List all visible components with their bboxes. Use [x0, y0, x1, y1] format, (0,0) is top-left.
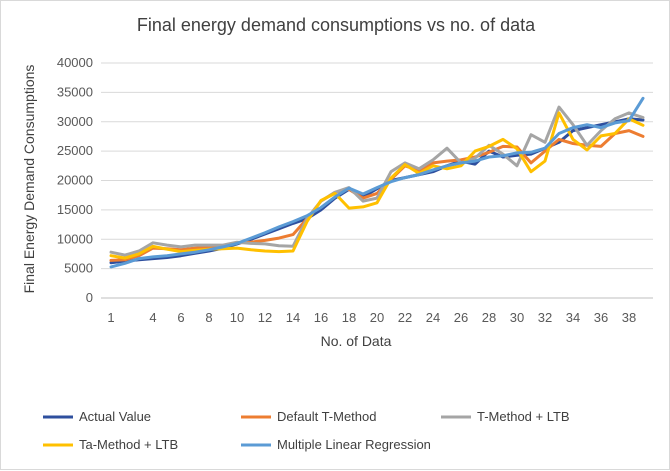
legend-label: T-Method + LTB: [477, 409, 570, 424]
series-lines: [109, 96, 645, 269]
series-line-2: [109, 129, 645, 262]
y-tick-label: 0: [86, 290, 93, 305]
y-tick-label: 25000: [57, 143, 93, 158]
y-tick-label: 20000: [57, 173, 93, 188]
x-tick-label: 28: [482, 310, 496, 325]
x-tick-label: 34: [566, 310, 580, 325]
series-line-3: [109, 105, 645, 257]
legend: Actual Value Default T-Method T-Method + L…: [43, 409, 570, 452]
legend-label: Ta-Method + LTB: [79, 437, 178, 452]
gridlines: [101, 62, 653, 299]
y-tick-label: 15000: [57, 202, 93, 217]
x-tick-label: 16: [314, 310, 328, 325]
chart-title: Final energy demand consumptions vs no. …: [137, 15, 536, 35]
x-tick-label: 6: [177, 310, 184, 325]
y-axis-title: Final Energy Demand Consumptions: [21, 65, 37, 294]
x-tick-label: 22: [398, 310, 412, 325]
series-line-5: [109, 96, 645, 269]
y-axis-ticks: 0 5000 10000 15000 20000 25000 30000 35000 40000: [57, 55, 93, 305]
legend-label: Actual Value: [79, 409, 151, 424]
legend-label: Default T-Method: [277, 409, 376, 424]
y-tick-label: 5000: [64, 261, 93, 276]
x-tick-label: 14: [286, 310, 300, 325]
x-tick-label: 36: [594, 310, 608, 325]
x-tick-label: 1: [107, 310, 114, 325]
x-tick-label: 20: [370, 310, 384, 325]
series-line-4: [109, 111, 645, 260]
x-tick-label: 4: [149, 310, 156, 325]
x-tick-label: 10: [230, 310, 244, 325]
x-tick-label: 8: [205, 310, 212, 325]
y-tick-label: 30000: [57, 114, 93, 129]
x-tick-label: 12: [258, 310, 272, 325]
y-tick-label: 10000: [57, 231, 93, 246]
x-tick-label: 24: [426, 310, 440, 325]
x-tick-label: 30: [510, 310, 524, 325]
x-axis-ticks: 1 4 6 8 10 12 14 16 18 20 22 24 26 28 30 32 34 36 38: [107, 310, 636, 325]
x-tick-label: 38: [622, 310, 636, 325]
y-tick-label: 40000: [57, 55, 93, 70]
x-tick-label: 26: [454, 310, 468, 325]
x-axis-title: No. of Data: [321, 333, 392, 349]
y-tick-label: 35000: [57, 84, 93, 99]
x-tick-label: 18: [342, 310, 356, 325]
legend-label: Multiple Linear Regression: [277, 437, 431, 452]
x-tick-label: 32: [538, 310, 552, 325]
